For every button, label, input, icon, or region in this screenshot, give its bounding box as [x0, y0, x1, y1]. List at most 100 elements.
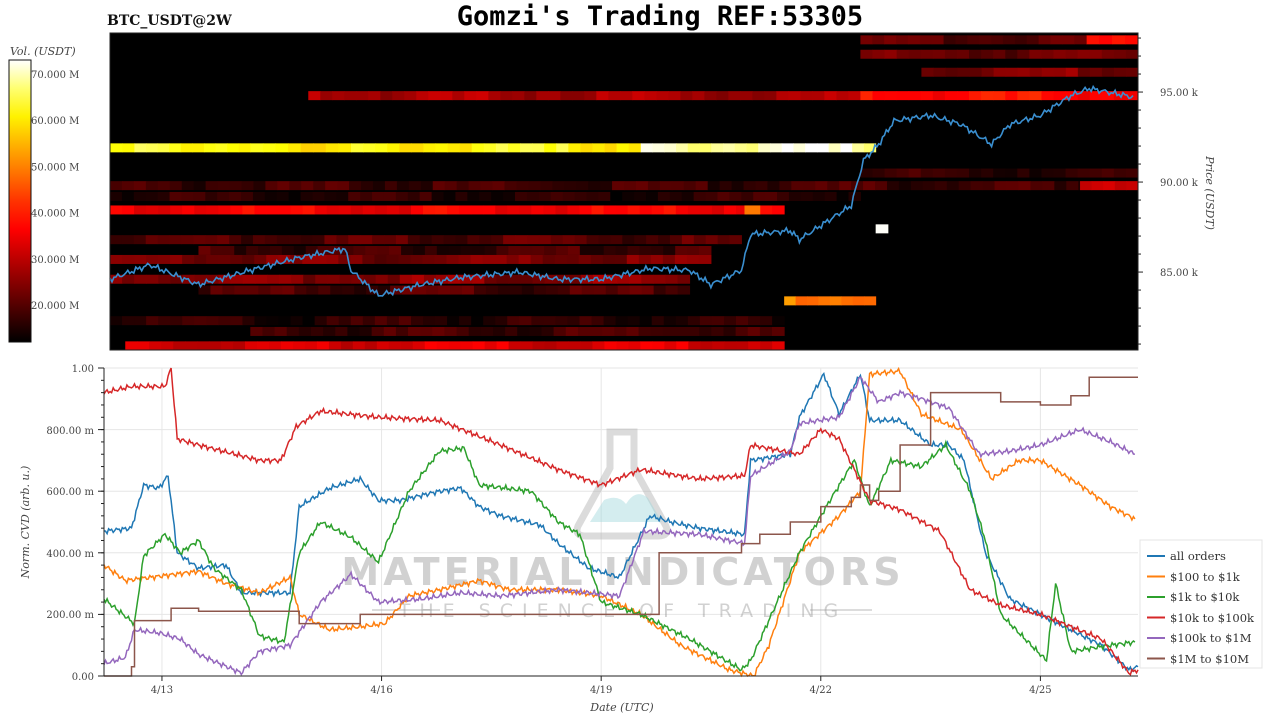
- heatmap-cell: [420, 326, 433, 336]
- heatmap-cell: [1077, 168, 1091, 178]
- heatmap-cell: [290, 205, 304, 215]
- heatmap-cell: [230, 316, 243, 326]
- cvd-x-tick-label: 4/16: [370, 685, 392, 696]
- heatmap-cell: [921, 67, 934, 77]
- heatmap-cell: [432, 181, 446, 191]
- heatmap-cell: [758, 143, 771, 153]
- heatmap-cell: [884, 35, 897, 45]
- heatmap-cell: [910, 181, 924, 191]
- heatmap-cell: [408, 326, 421, 336]
- heatmap-cell: [932, 91, 946, 101]
- heatmap-cell: [615, 316, 629, 326]
- heatmap-cell: [1029, 49, 1042, 59]
- heatmap-cell: [241, 191, 254, 201]
- heatmap-cell: [424, 341, 438, 351]
- heatmap-cell: [744, 205, 761, 215]
- heatmap-cell: [157, 143, 170, 153]
- heatmap-cell: [432, 326, 445, 336]
- heatmap-cell: [711, 316, 725, 326]
- heatmap-cell: [646, 191, 659, 201]
- heatmap-cell: [803, 181, 816, 191]
- heatmap-cell: [652, 341, 665, 351]
- heatmap-cell: [729, 235, 742, 245]
- heatmap-cell: [615, 205, 629, 215]
- heatmap-cell: [663, 245, 676, 255]
- heatmap-cell: [266, 316, 280, 326]
- heatmap-cell: [1041, 91, 1055, 101]
- heatmap-cell: [1041, 168, 1055, 178]
- heatmap-cell: [760, 205, 773, 215]
- heatmap-cell: [503, 235, 516, 245]
- heatmap-cell: [812, 91, 825, 101]
- heatmap-cell: [639, 205, 653, 215]
- heatmap-cell: [320, 91, 333, 101]
- heatmap-cell: [788, 191, 802, 201]
- heatmap-cell: [383, 191, 397, 201]
- heatmap-cell: [1065, 49, 1079, 59]
- heatmap-cell: [533, 285, 547, 295]
- heatmap-cell: [170, 254, 183, 264]
- heatmap-cell: [303, 274, 316, 284]
- heatmap-cell: [374, 205, 388, 215]
- heatmap-cell: [254, 205, 267, 215]
- heatmap-cell: [724, 341, 737, 351]
- heatmap-cell: [1005, 49, 1018, 59]
- heatmap-cell: [908, 49, 922, 59]
- heatmap-cell: [752, 91, 765, 101]
- heatmap-cell: [629, 285, 643, 295]
- heatmap-cell: [922, 181, 936, 191]
- heatmap-cell: [398, 205, 412, 215]
- heatmap-cell: [693, 235, 707, 245]
- heatmap-cell: [230, 274, 244, 284]
- heatmap-cell: [590, 326, 603, 336]
- heatmap-cell: [816, 143, 830, 153]
- heatmap-cell: [753, 191, 766, 201]
- heatmap-cell: [277, 181, 290, 191]
- heatmap-cell: [699, 326, 712, 336]
- heatmap-cell: [300, 235, 314, 245]
- heatmap-cell: [836, 191, 849, 201]
- heatmap-cell: [110, 143, 123, 153]
- heatmap-cell: [368, 91, 381, 101]
- heatmap-cell: [375, 274, 389, 284]
- heatmap-cell: [508, 274, 522, 284]
- heatmap-cell: [639, 245, 652, 255]
- heatmap-cell: [458, 254, 472, 264]
- heatmap-cell: [419, 191, 433, 201]
- heatmap-cell: [205, 181, 219, 191]
- heatmap-cell: [555, 316, 568, 326]
- price-axis: [1138, 37, 1143, 345]
- heatmap-cell: [354, 285, 367, 295]
- heatmap-cell: [467, 191, 480, 201]
- heatmap-cell: [946, 181, 960, 191]
- heatmap-cell: [428, 91, 441, 101]
- heatmap-cell: [616, 341, 629, 351]
- heatmap-cell: [302, 205, 316, 215]
- heatmap-cell: [993, 67, 1007, 77]
- heatmap-cell: [560, 91, 573, 101]
- heatmap-cell: [503, 191, 516, 201]
- heatmap-cell: [683, 181, 697, 191]
- heatmap-cell: [133, 191, 147, 201]
- heatmap-cell: [218, 254, 231, 264]
- heatmap-cell: [350, 254, 363, 264]
- heatmap-cell: [480, 181, 494, 191]
- heatmap-cell: [384, 235, 397, 245]
- heatmap-cell: [674, 326, 688, 336]
- heatmap-cell: [748, 316, 761, 326]
- heatmap-cell: [638, 326, 652, 336]
- heatmap-cell: [920, 49, 934, 59]
- heatmap-cell: [242, 274, 256, 284]
- heatmap-cell: [471, 205, 484, 215]
- heatmap-cell: [957, 67, 971, 77]
- heatmap-background: [110, 33, 1138, 350]
- heatmap-cell: [555, 205, 568, 215]
- heatmap-cell: [450, 285, 463, 295]
- heatmap-cell: [327, 274, 340, 284]
- heatmap-cell: [293, 245, 307, 255]
- heatmap-cell: [872, 168, 886, 178]
- heatmap-cell: [614, 326, 627, 336]
- heatmap-cell: [528, 181, 541, 191]
- heatmap-cell: [956, 168, 970, 178]
